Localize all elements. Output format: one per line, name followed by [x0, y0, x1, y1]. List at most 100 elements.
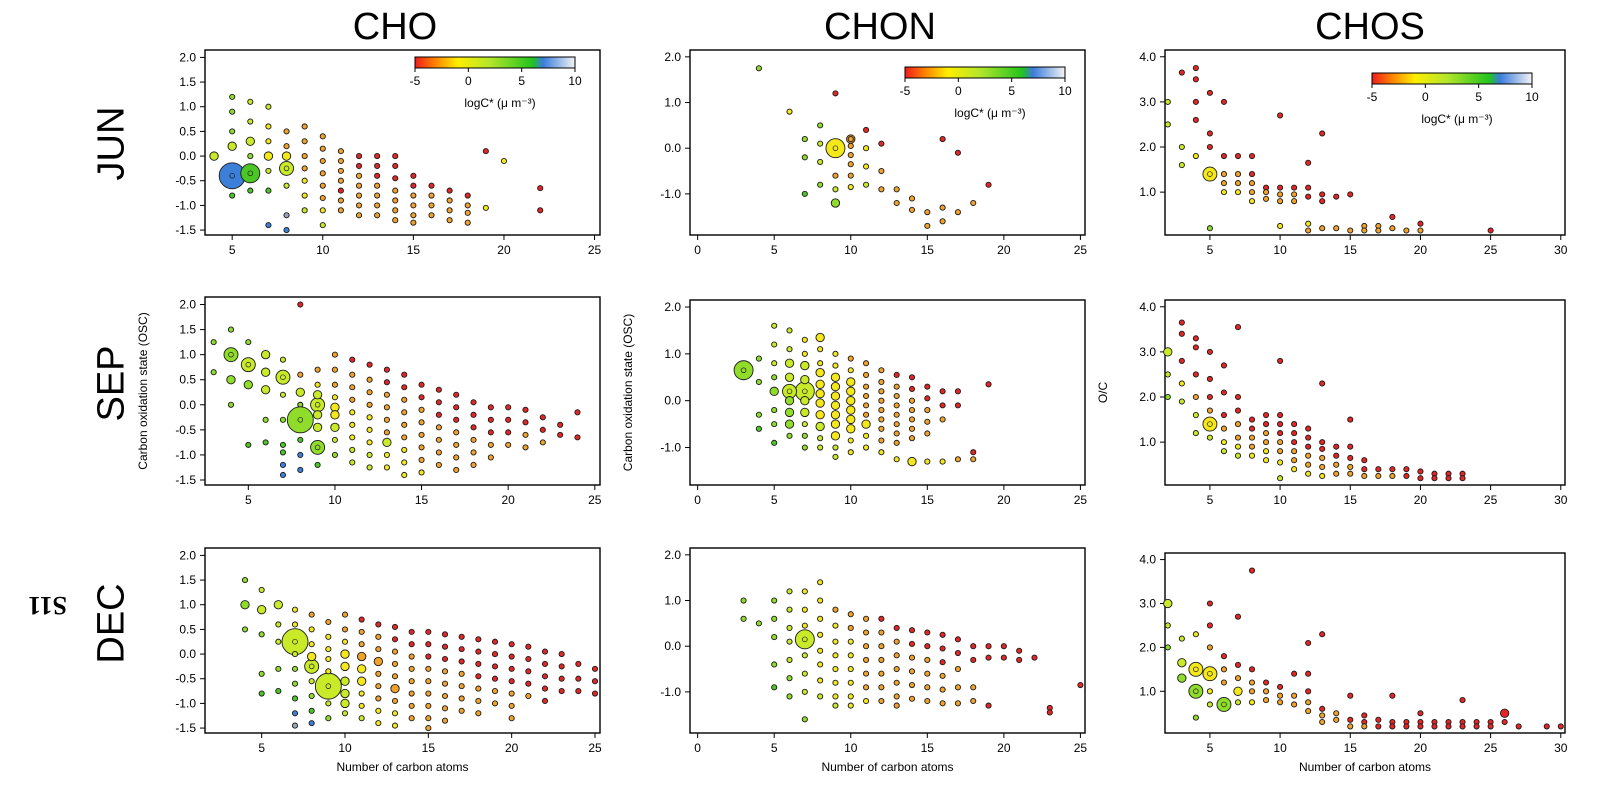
data-point	[476, 686, 481, 691]
data-point	[376, 684, 381, 689]
x-axis-label: Number of carbon atoms	[336, 760, 468, 774]
data-point	[879, 379, 884, 384]
data-point	[894, 666, 899, 671]
data-point	[471, 425, 476, 430]
data-point	[971, 685, 976, 690]
x-tick-label: 25	[1074, 243, 1088, 257]
data-point	[894, 703, 899, 708]
data-point	[538, 208, 543, 213]
data-point	[818, 616, 823, 621]
data-point	[1249, 453, 1254, 458]
data-point	[848, 143, 853, 148]
data-point	[787, 694, 792, 699]
data-point	[925, 698, 930, 703]
data-point	[359, 691, 364, 696]
data-point	[1306, 185, 1311, 190]
data-point	[465, 210, 470, 215]
data-point	[1277, 421, 1282, 426]
data-point	[818, 648, 823, 653]
data-point	[302, 208, 307, 213]
data-point	[419, 457, 424, 462]
x-tick-label: 15	[921, 493, 935, 507]
data-point	[1334, 711, 1339, 716]
data-point	[1207, 90, 1212, 95]
data-point	[384, 367, 389, 372]
data-point	[320, 183, 325, 188]
data-point	[1249, 444, 1254, 449]
data-point	[925, 407, 930, 412]
data-point	[772, 422, 777, 427]
data-point	[442, 669, 447, 674]
data-point	[863, 182, 868, 187]
data-point	[831, 373, 839, 381]
y-tick-label: 2.0	[179, 548, 196, 562]
panel-chon-dec: 0 5 10 15 20 25 2.0 1.0 0.0 -1.0 Number of carbon …	[660, 548, 1087, 774]
data-point	[863, 361, 868, 366]
y-tick-label: 1.0	[664, 594, 681, 608]
data-point	[925, 223, 930, 228]
y-tick-label: 0.0	[179, 398, 196, 412]
data-point	[894, 403, 899, 408]
y-tick-label: 2.0	[1139, 390, 1156, 404]
y-tick-label: 0.0	[664, 394, 681, 408]
colorbar-tick-label: 10	[1525, 90, 1539, 104]
data-point	[787, 639, 792, 644]
data-point	[818, 141, 823, 146]
data-point	[419, 420, 424, 425]
data-point	[501, 158, 506, 163]
data-point	[772, 598, 777, 603]
data-point	[540, 427, 545, 432]
data-point	[955, 650, 960, 655]
data-point	[350, 410, 355, 415]
data-point	[831, 432, 839, 440]
data-point	[1193, 99, 1198, 104]
data-point	[818, 436, 823, 441]
data-point	[280, 161, 294, 175]
data-point	[1235, 453, 1240, 458]
data-point	[925, 657, 930, 662]
data-point	[1488, 724, 1493, 729]
data-point	[542, 686, 547, 691]
data-point	[559, 664, 564, 669]
x-tick-label: 5	[771, 741, 778, 755]
data-point	[818, 694, 823, 699]
data-point	[894, 457, 899, 462]
data-point	[879, 168, 884, 173]
data-point	[909, 417, 914, 422]
data-point	[894, 694, 899, 699]
data-point	[1348, 717, 1353, 722]
data-point	[756, 412, 761, 417]
x-tick-label: 25	[1484, 243, 1498, 257]
data-point	[419, 470, 424, 475]
data-point	[320, 134, 325, 139]
data-point	[228, 142, 236, 150]
data-point	[1263, 431, 1268, 436]
data-point	[523, 445, 528, 450]
data-point	[305, 659, 319, 673]
data-point	[393, 208, 398, 213]
y-tick-label: 1.0	[664, 96, 681, 110]
panel-chos-sep: 5 10 15 20 25 304.03.02.01.0O/C	[1096, 300, 1568, 507]
data-point	[1334, 462, 1339, 467]
data-point	[833, 445, 838, 450]
data-point	[802, 191, 807, 196]
data-point	[342, 612, 347, 617]
data-point	[971, 450, 976, 455]
data-point	[1306, 689, 1311, 694]
data-point	[925, 419, 930, 424]
data-point	[879, 389, 884, 394]
data-point	[419, 382, 424, 387]
data-point	[393, 188, 398, 193]
x-tick-label: 10	[1273, 243, 1287, 257]
data-point	[848, 703, 853, 708]
data-point	[488, 430, 493, 435]
data-point	[302, 166, 307, 171]
data-point	[1221, 449, 1226, 454]
x-axis-label: Number of carbon atoms	[821, 760, 953, 774]
data-point	[287, 407, 313, 433]
data-point	[1263, 196, 1268, 201]
data-point	[802, 136, 807, 141]
data-point	[315, 382, 320, 387]
data-point	[1221, 440, 1226, 445]
data-point	[833, 694, 838, 699]
